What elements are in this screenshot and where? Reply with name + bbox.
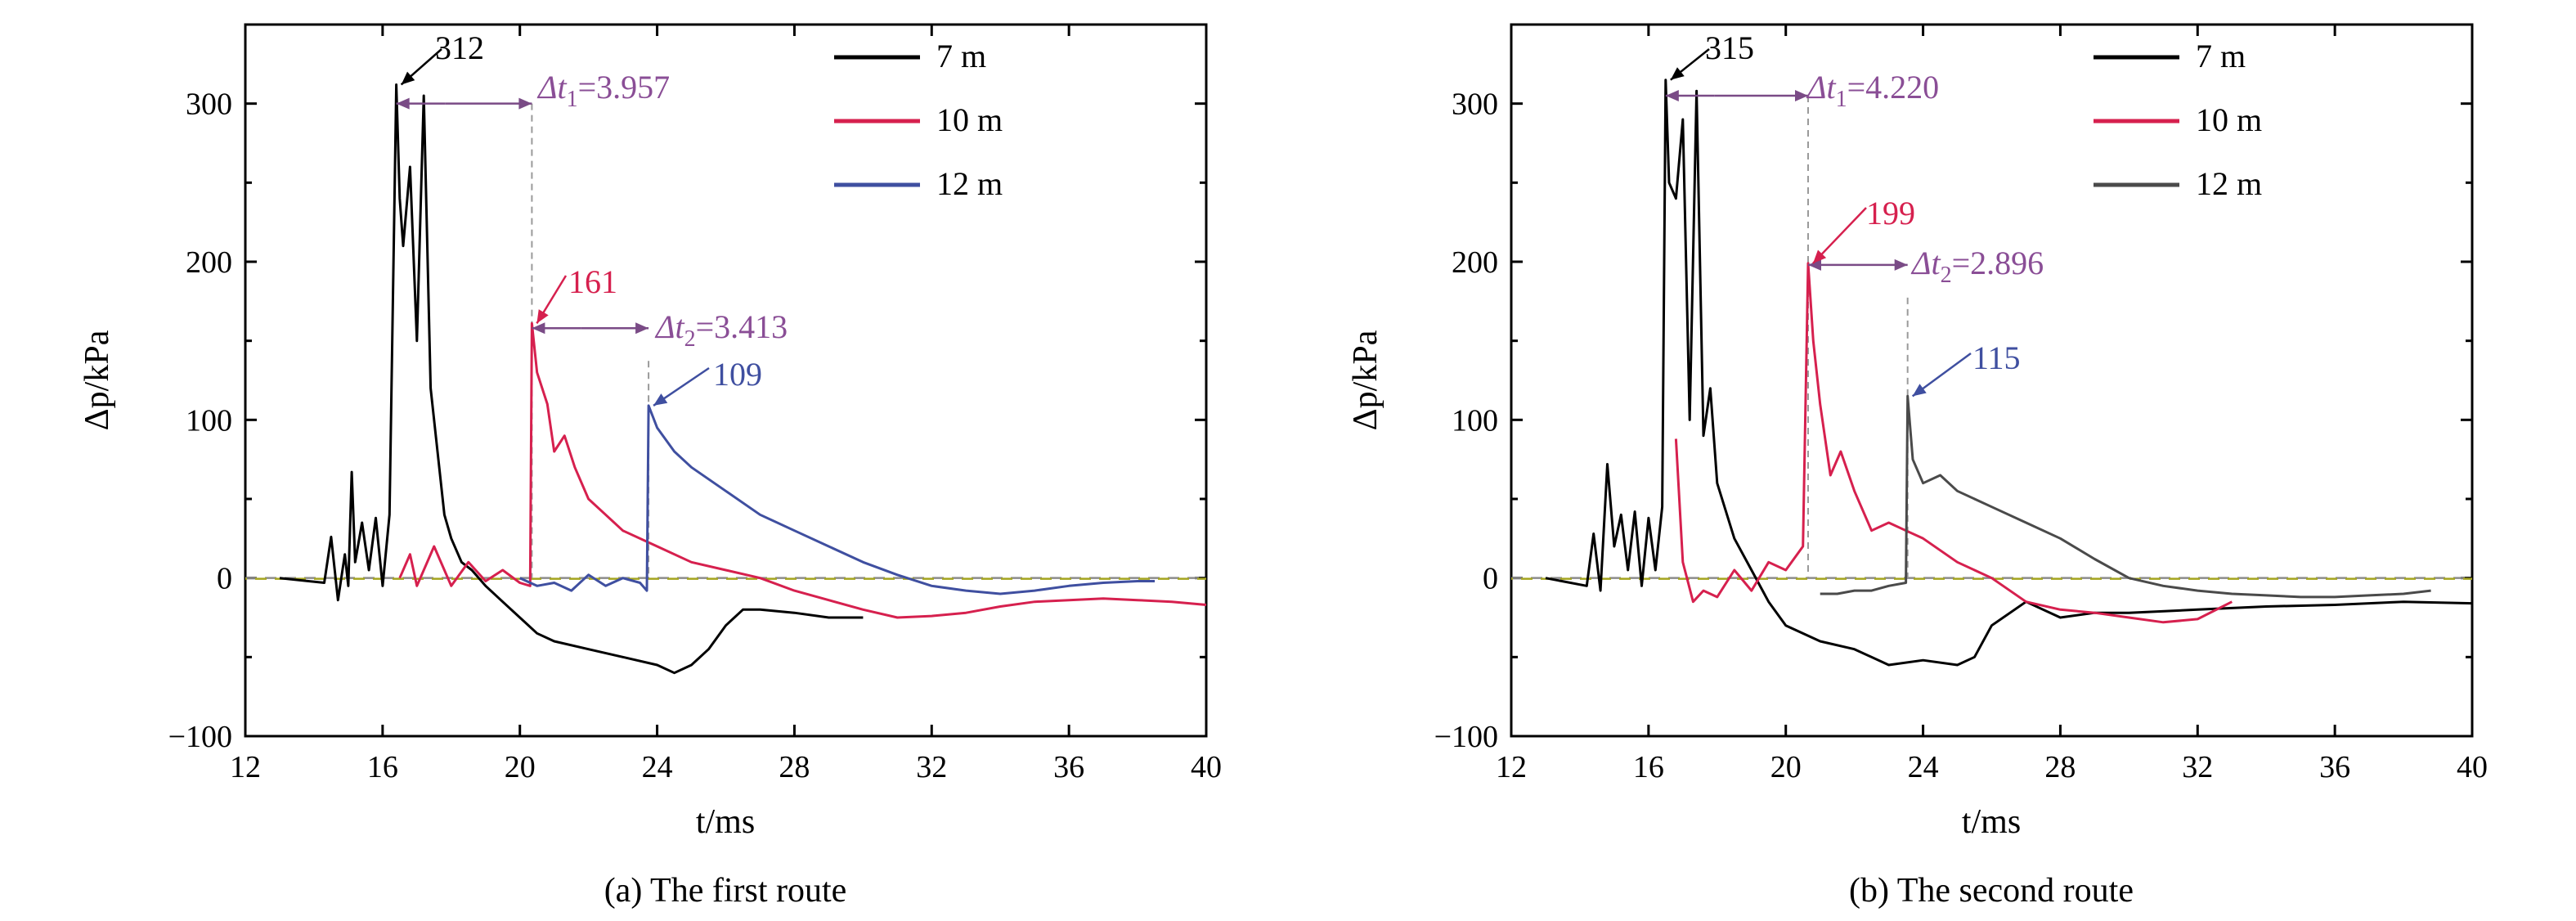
peak-label-10m: 161 [568,263,617,300]
x-tick-label: 24 [642,750,673,784]
y-tick-label: −100 [1434,720,1498,754]
legend-label: 7 m [936,38,986,74]
panel-b: 12 16 20 24 28 32 36 40 −100 0 100 200 300 315 199 1… [1347,23,2488,910]
y-tick-label: 0 [1483,562,1498,596]
y-axis-title: Δp/kPa [79,330,116,430]
guides [1806,96,1909,578]
x-tick-label: 20 [505,750,536,784]
legend-label: 12 m [2196,165,2262,202]
legend-label: 7 m [2196,38,2246,74]
x-tick-label: 36 [2319,750,2350,784]
dt1-label: Δt1=3.957 [536,69,670,112]
tick-labels: 12 16 20 24 28 32 36 40 −100 0 100 200 300 [168,88,1222,784]
series-line-12m [519,404,1156,595]
peak3-pointer-head [653,393,668,406]
dt2-arrow-right-head [1894,258,1908,271]
peak1-pointer-head [1670,67,1685,80]
peak-label-7m: 315 [1705,29,1754,66]
x-tick-label: 28 [2044,750,2076,784]
annotation-arrows [396,48,710,407]
panel-caption: (a) The first route [604,872,847,910]
x-tick-label: 16 [367,750,398,784]
dt2-label: Δt2=2.896 [1910,245,2044,288]
x-tick-label: 28 [779,750,810,784]
dt1-arrow-left-head [396,97,410,110]
dt2-arrow-left-head [1807,258,1821,271]
series-group [1545,79,2473,667]
x-tick-label: 32 [2182,750,2213,784]
x-tick-label: 32 [916,750,947,784]
legend: 7 m 10 m 12 m [834,38,1003,202]
dt2-arrow-right-head [635,322,649,335]
guides [531,103,650,578]
legend-label: 12 m [936,165,1003,202]
dt1-label: Δt1=4.220 [1806,69,1939,112]
ticks [1510,23,2474,738]
y-tick-label: 200 [186,245,232,280]
dt2-label: Δt2=3.413 [654,308,788,352]
series-line-10m [398,321,1207,619]
x-tick-label: 24 [1908,750,1939,784]
dt1-arrow-left-head [1665,90,1679,101]
dt1-arrow-right-head [518,97,532,110]
panel-a: 12 16 20 24 28 32 36 40 −100 0 100 200 300 312 161 1… [79,23,1222,910]
ticks [244,23,1208,738]
legend: 7 m 10 m 12 m [2094,38,2262,202]
peak-label-12m: 109 [713,356,762,393]
legend-label: 10 m [2196,101,2262,138]
x-tick-label: 40 [2457,750,2488,784]
tick-labels: 12 16 20 24 28 32 36 40 −100 0 100 200 300 [1434,88,2488,784]
dt2-arrow-left-head [532,322,545,335]
annotation-arrows [1665,48,1972,398]
peak3-pointer-head [1912,384,1927,397]
peak2-pointer-head [1812,249,1827,263]
peak-label-10m: 199 [1866,195,1915,231]
y-tick-label: −100 [168,720,232,754]
peak-label-7m: 312 [435,29,484,66]
x-tick-label: 12 [1496,750,1527,784]
plot-frame [244,23,1208,738]
x-tick-label: 36 [1053,750,1084,784]
series-line-7m [1545,79,2473,667]
series-line-10m [1674,262,2233,624]
peak-label-12m: 115 [1972,339,2021,376]
plot-frame [1510,23,2474,738]
dt1-arrow-right-head [1794,90,1808,101]
peak2-pointer-head [536,309,549,324]
series-group [279,83,1207,675]
series-line-12m [1820,394,2431,599]
x-axis-title: t/ms [696,803,755,841]
y-tick-label: 200 [1452,245,1498,280]
panel-caption: (b) The second route [1849,872,2134,910]
zero-lines [245,577,1206,580]
y-axis-title: Δp/kPa [1347,330,1384,430]
peak1-pointer-head [401,71,415,85]
x-tick-label: 16 [1633,750,1664,784]
y-tick-label: 300 [186,88,232,122]
series-line-7m [279,83,864,675]
legend-label: 10 m [936,101,1003,138]
y-tick-label: 300 [1452,88,1498,122]
y-tick-label: 0 [217,562,232,596]
x-tick-label: 12 [230,750,261,784]
x-tick-label: 40 [1191,750,1222,784]
x-axis-title: t/ms [1962,803,2021,841]
x-tick-label: 20 [1770,750,1802,784]
y-tick-label: 100 [186,403,232,438]
y-tick-label: 100 [1452,403,1498,438]
